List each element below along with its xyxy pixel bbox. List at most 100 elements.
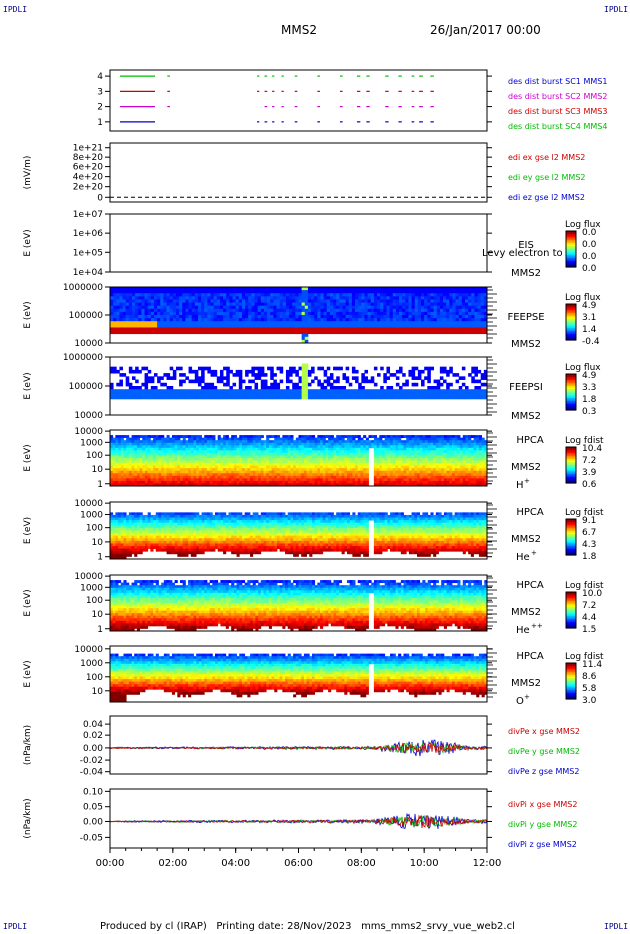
feepse-heatmap-cell [361,315,365,319]
feepse-heatmap-cell [204,324,208,328]
hpca-h-heatmap-cell [309,460,313,464]
hpca-h-heatmap-cell [131,437,135,441]
feepse-heatmap-cell [446,308,450,313]
hpca-h-heatmap-cell [330,447,334,451]
feepsi-heatmap-cell [270,392,274,397]
feepsi-heatmap-cell [169,386,174,390]
feepse-heatmap-cell [144,324,149,328]
feepsi-heatmap-cell [436,379,441,384]
hpca-h-heatmap-cell [295,470,299,474]
hpca-h-heatmap-cell [236,468,240,472]
feepse-heatmap-cell [439,308,444,313]
feepse-heatmap-cell [386,305,391,310]
feepsi-heatmap-cell [267,392,271,397]
feepse-heatmap-cell [427,324,431,328]
feepsi-heatmap-cell [373,366,378,371]
feepsi-heatmap-cell [285,369,290,374]
feepsi-heatmap-cell [304,369,309,374]
feepse-heatmap-cell [399,308,403,313]
feepse-heatmap-cell [160,287,164,291]
feepse-heatmap-cell [421,315,425,319]
hpca-h-heatmap-cell [174,447,178,451]
hpca-h-heatmap-cell [381,478,386,482]
hpca-h-heatmap-cell [392,483,396,487]
feepse-heatmap-cell [411,318,416,322]
feepse-heatmap-cell [336,287,340,291]
feepse-heatmap-cell [304,318,309,322]
hpca-h-heatmap-cell [239,473,243,477]
feepse-heatmap-cell [455,305,460,310]
hpca-h-heatmap-cell [247,437,251,441]
hpca-h-heatmap-cell [147,465,151,469]
feepse-heatmap-cell [367,287,372,291]
feepsi-heatmap-cell [449,389,453,393]
feepse-heatmap-cell [235,305,240,310]
hpca-h-heatmap-cell [190,470,194,474]
feepse-heatmap-cell [216,299,221,303]
feepsi-heatmap-cell [477,392,482,397]
hpca-h-heatmap-cell [344,478,348,482]
hpca-h-heatmap-cell [293,452,297,456]
hpca-h-heatmap-cell [274,463,278,467]
hpca-h-heatmap-cell [311,455,316,459]
feepsi-heatmap-cell [370,379,375,384]
hpca-h-heatmap-cell [333,437,337,441]
feepse-heatmap-cell [144,290,149,294]
feepsi-heatmap-cell [477,369,482,374]
feepse-heatmap-cell [160,299,164,303]
feepse-heatmap-cell [245,315,249,319]
feepse-heatmap-cell [223,290,227,294]
feepsi-heatmap-cell [405,392,409,397]
feepse-heatmap-cell [439,302,444,307]
feepse-heatmap-cell [339,305,343,310]
hpca-h-heatmap-cell [287,463,291,467]
feepsi-heatmap-cell [210,382,215,387]
feepse-heatmap-cell [408,318,412,322]
hpca-h-heatmap-cell [241,480,246,484]
hpca-h-heatmap-cell [392,460,396,464]
feepse-heatmap-cell [226,296,230,300]
burst-panel-frame [109,69,488,132]
feepse-heatmap-cell [267,299,271,303]
hpca-h-heatmap-cell [363,475,367,479]
feepsi-heatmap-cell [251,395,255,400]
feepse-heatmap-cell [351,330,356,335]
feepse-heatmap-cell [323,321,328,325]
hpca-h-heatmap-cell [406,483,410,487]
edi-ytick-label: 8e+20 [73,153,104,163]
feepse-heatmap-cell [210,330,215,335]
feepse-heatmap-cell [144,330,149,335]
feepse-heatmap-cell [304,299,309,303]
feepse-heatmap-cell [345,327,350,331]
feepse-colorbar-cell [566,314,576,317]
feepse-heatmap-cell [279,296,284,300]
hpca-h-heatmap-cell [120,470,124,474]
hpca-h-heatmap-cell [212,440,216,444]
feepse-heatmap-cell [373,296,378,300]
feepse-heatmap-cell [364,308,369,313]
feepse-heatmap-cell [295,290,299,294]
feepsi-heatmap-cell [166,389,171,393]
feepsi-heatmap-cell [417,376,422,380]
feepse-heatmap-cell [289,299,293,303]
hpca-h-heatmap-cell [204,478,208,482]
hpca-h-heatmap-cell [341,475,345,479]
hpca-h-heatmap-cell [411,468,415,472]
hpca-h-heatmap-cell [161,460,165,464]
feepsi-heatmap-cell [210,373,215,377]
hpca-h-heatmap-cell [392,468,396,472]
feepse-heatmap-cell [110,287,114,291]
feepse-heatmap-cell [311,305,315,310]
hpca-h-heatmap-cell [150,440,154,444]
feepse-heatmap-cell [408,315,412,319]
feepse-heatmap-cell [433,311,438,316]
feepse-heatmap-cell [285,311,290,316]
hpca-h-heatmap-cell [373,458,377,461]
hpca-h-heatmap-cell [263,458,267,461]
hpca-h-heatmap-cell [266,473,270,477]
hpca-h-heatmap-cell [196,465,200,469]
hpca-h-heatmap-cell [390,442,394,446]
feepse-heatmap-cell [355,305,359,310]
feepse-heatmap-cell [408,305,412,310]
hpca-h-heatmap-cell [314,445,318,449]
